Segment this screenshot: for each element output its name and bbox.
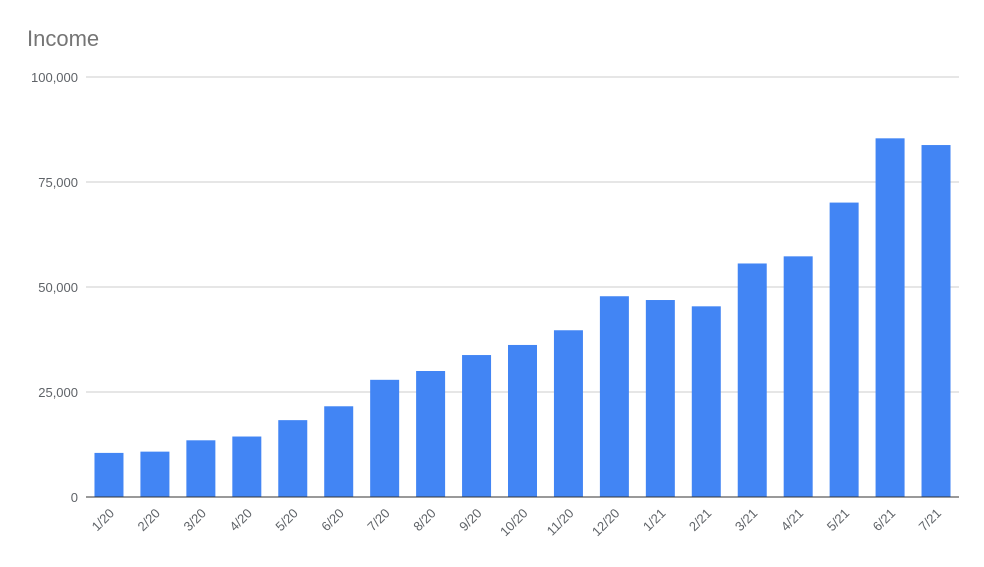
gridlines: [86, 76, 959, 393]
bar: [508, 344, 537, 497]
bar: [140, 451, 170, 497]
x-tick-label: 3/20: [180, 506, 209, 535]
bar: [737, 263, 767, 497]
bar: [829, 202, 859, 497]
y-axis-ticks: 0 25,000 50,000 75,000 100,000: [31, 70, 78, 505]
x-tick-label: 4/21: [778, 506, 807, 535]
x-tick-label: 8/20: [410, 506, 439, 535]
bar: [599, 296, 629, 497]
x-tick-label: 5/20: [272, 506, 301, 535]
y-tick-label: 25,000: [38, 385, 78, 400]
y-tick-label: 100,000: [31, 70, 78, 85]
bar: [186, 440, 216, 497]
x-tick-label: 2/20: [135, 506, 164, 535]
bar: [416, 371, 446, 497]
y-tick-label: 0: [71, 490, 78, 505]
chart-title: Income: [27, 26, 99, 51]
bar: [875, 138, 905, 497]
bar: [462, 355, 492, 497]
x-tick-label: 12/20: [589, 506, 623, 540]
x-tick-label: 7/20: [364, 506, 393, 535]
x-tick-label: 1/21: [640, 506, 669, 535]
x-tick-label: 3/21: [732, 506, 761, 535]
bar: [783, 256, 813, 497]
bars: [94, 138, 951, 498]
x-tick-label: 6/20: [318, 506, 347, 535]
x-tick-label: 11/20: [544, 506, 577, 539]
bar: [370, 379, 400, 497]
x-tick-label: 10/20: [497, 506, 531, 540]
x-tick-label: 6/21: [870, 506, 899, 535]
x-tick-label: 2/21: [686, 506, 715, 535]
x-tick-label: 9/20: [456, 506, 485, 535]
bar: [324, 406, 354, 497]
bar: [94, 452, 124, 497]
y-tick-label: 50,000: [38, 280, 78, 295]
x-tick-label: 4/20: [226, 506, 255, 535]
x-tick-label: 1/20: [89, 506, 118, 535]
x-tick-label: 7/21: [916, 506, 945, 535]
y-tick-label: 75,000: [38, 175, 78, 190]
x-tick-label: 5/21: [824, 506, 853, 535]
bar: [553, 330, 583, 497]
bar: [691, 306, 721, 497]
bar: [645, 300, 675, 497]
bar: [921, 145, 951, 498]
x-axis-ticks: 1/20 2/20 3/20 4/20 5/20 6/20 7/20 8/20 9/20 10/2…: [89, 506, 945, 540]
bar: [232, 436, 262, 497]
bar: [278, 420, 308, 497]
